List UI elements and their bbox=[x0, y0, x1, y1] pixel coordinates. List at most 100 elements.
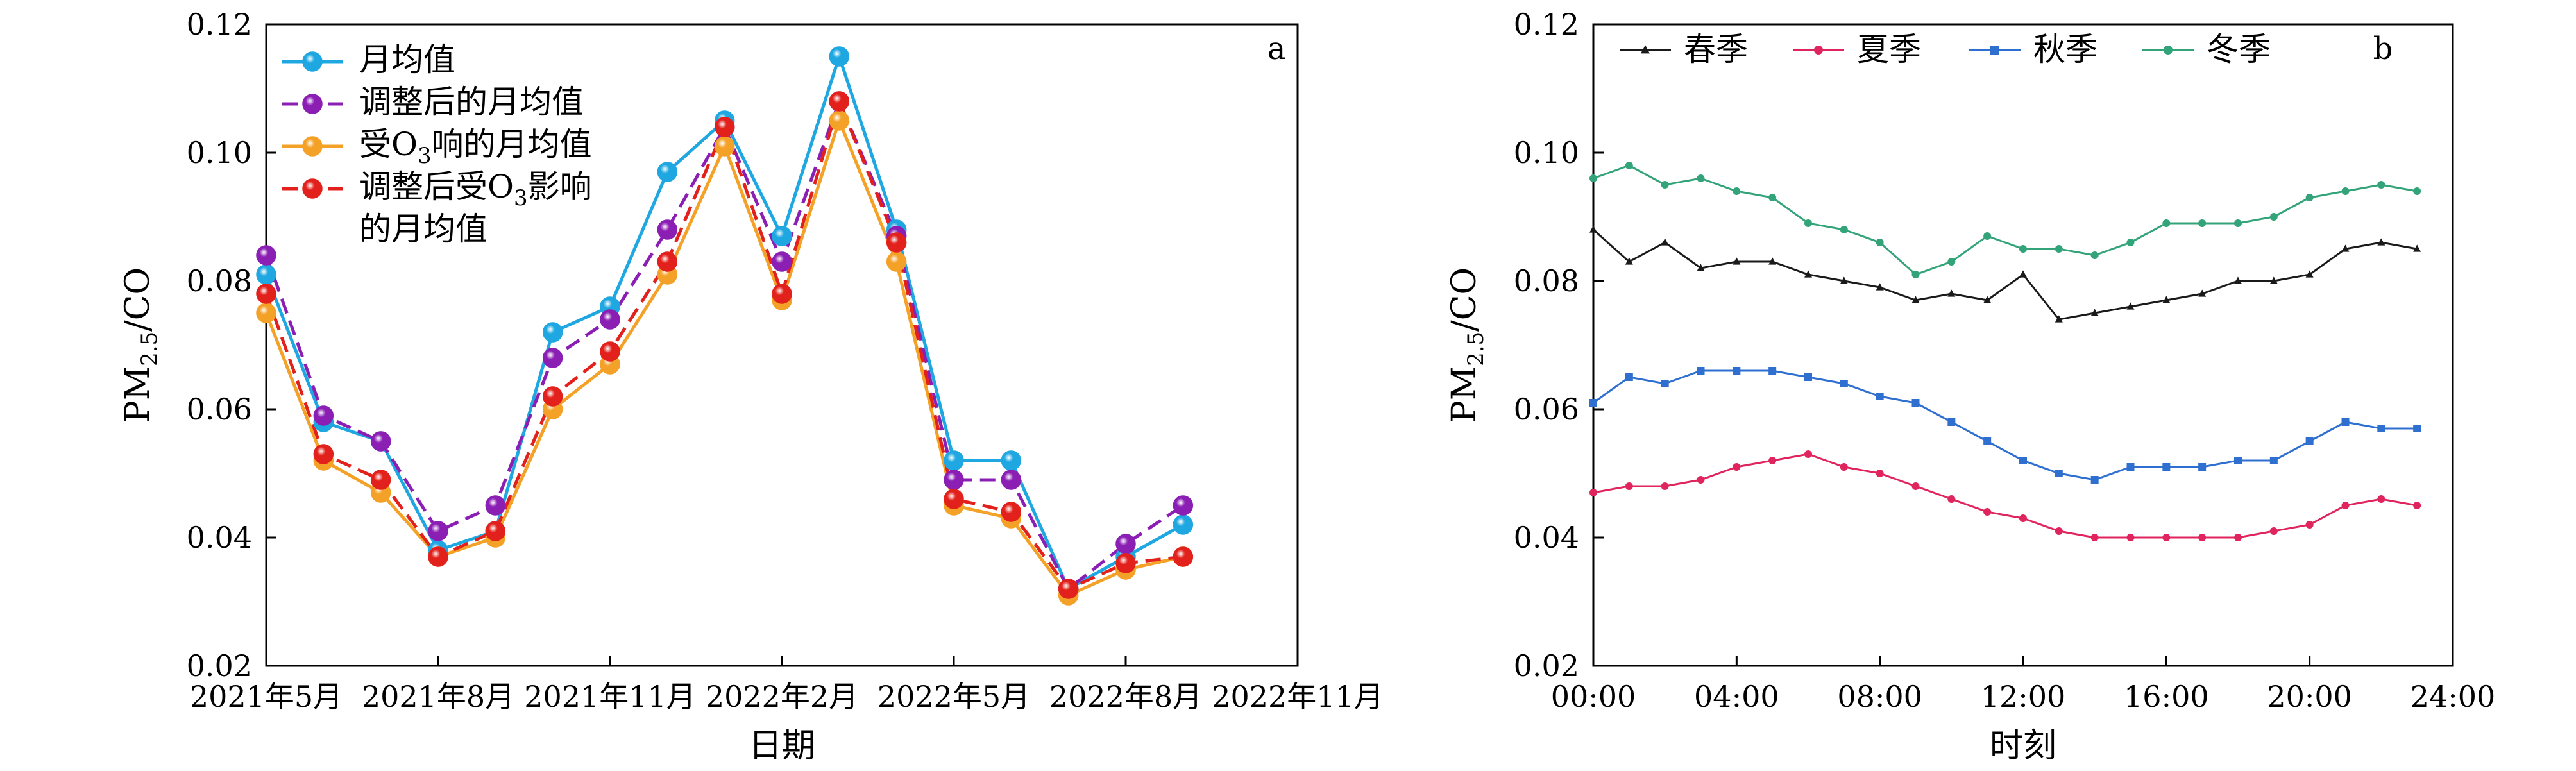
legend-label: 夏季 bbox=[1857, 31, 1921, 68]
data-point bbox=[829, 91, 850, 112]
data-point bbox=[1840, 380, 1848, 387]
data-point bbox=[2234, 219, 2242, 227]
series-line-0 bbox=[1592, 228, 2418, 321]
data-point bbox=[1911, 296, 1920, 303]
data-point bbox=[657, 251, 678, 272]
legend-marker bbox=[302, 178, 323, 199]
data-point bbox=[1697, 264, 1705, 271]
data-point bbox=[1115, 553, 1136, 573]
data-point bbox=[714, 136, 735, 157]
data-point bbox=[2413, 425, 2421, 432]
y-tick-label: 0.06 bbox=[187, 392, 252, 427]
data-point bbox=[2019, 270, 2027, 278]
legend-subscript: 3 bbox=[514, 185, 528, 211]
series-line-2 bbox=[1593, 369, 2418, 481]
panel-b-series bbox=[1589, 162, 2421, 541]
legend-item: 秋季 bbox=[1969, 31, 2097, 68]
data-point bbox=[2198, 289, 2207, 297]
y-tick-label: 0.04 bbox=[1514, 520, 1579, 555]
x-tick-label: 2022年11月 bbox=[1212, 679, 1384, 714]
legend-label: 月均值 bbox=[359, 41, 455, 78]
y-tick-label: 0.08 bbox=[187, 264, 252, 298]
data-point bbox=[2377, 238, 2385, 246]
panel-b-y-axis-title: PM2.5/CO bbox=[1445, 267, 1489, 423]
legend-label: 冬季 bbox=[2207, 31, 2271, 68]
data-point bbox=[1947, 495, 1956, 503]
data-point bbox=[1840, 226, 1848, 233]
data-point bbox=[2377, 181, 2385, 189]
y-tick-label: 0.08 bbox=[1514, 264, 1579, 298]
x-tick-label: 08:00 bbox=[1837, 679, 1922, 714]
x-tick-label: 2022年2月 bbox=[706, 679, 858, 714]
x-tick-label: 2022年5月 bbox=[877, 679, 1030, 714]
x-tick-label: 2021年5月 bbox=[190, 679, 343, 714]
data-point bbox=[2019, 245, 2027, 253]
data-point bbox=[370, 431, 391, 452]
legend-item: 月均值 bbox=[282, 41, 455, 78]
data-point bbox=[2090, 251, 2099, 259]
data-point bbox=[886, 232, 907, 253]
data-point bbox=[2126, 534, 2135, 541]
data-point bbox=[1804, 270, 1812, 278]
data-point bbox=[1697, 174, 1705, 182]
data-point bbox=[2090, 476, 2099, 484]
legend-text-part: 调整后受O bbox=[359, 168, 514, 205]
y-tick-label: 0.12 bbox=[187, 7, 252, 42]
legend-item: 春季 bbox=[1620, 31, 1748, 68]
panel-b-plot-frame bbox=[1592, 23, 2454, 667]
data-point bbox=[2413, 187, 2421, 195]
data-point bbox=[1173, 546, 1194, 567]
data-point bbox=[2305, 437, 2314, 445]
x-tick-label: 24:00 bbox=[2411, 679, 2496, 714]
data-point bbox=[485, 495, 506, 516]
legend-item: 受O3响的月均值 bbox=[282, 126, 592, 169]
data-point bbox=[2341, 418, 2350, 426]
data-point bbox=[2126, 463, 2135, 471]
legend-item: 夏季 bbox=[1793, 31, 1921, 68]
ylabel-tail: /CO bbox=[119, 267, 157, 332]
data-point bbox=[2162, 296, 2171, 303]
y-tick-label: 0.02 bbox=[187, 648, 252, 683]
y-tick-label: 0.02 bbox=[1514, 648, 1579, 683]
data-point bbox=[2413, 502, 2421, 509]
panel-b-label: b bbox=[2373, 31, 2393, 67]
panel-b-hourly-chart: 0.02 0.04 0.06 0.08 0.10 0.12 00:00 04:00 08:00… bbox=[1445, 7, 2495, 765]
data-point bbox=[1840, 463, 1848, 471]
panel-a-series bbox=[256, 46, 1194, 606]
data-point bbox=[772, 284, 792, 304]
legend-label: 受O3响的月均值 bbox=[359, 126, 592, 169]
data-point bbox=[2341, 244, 2350, 252]
data-point bbox=[1001, 450, 1022, 471]
data-point bbox=[1947, 289, 1956, 297]
data-point bbox=[1983, 232, 1992, 240]
legend-label: 的月均值 bbox=[359, 210, 487, 248]
legend-text-part: 的月均值 bbox=[359, 210, 487, 248]
data-point bbox=[2198, 463, 2207, 471]
data-point bbox=[2269, 276, 2278, 284]
ylabel-tail: /CO bbox=[1445, 267, 1484, 332]
data-point bbox=[542, 348, 563, 368]
panel-b-y-axis: 0.02 0.04 0.06 0.08 0.10 0.12 bbox=[1514, 7, 1604, 683]
legend-text-part: 月均值 bbox=[359, 41, 455, 78]
data-point bbox=[1589, 489, 1597, 496]
data-point bbox=[829, 46, 850, 67]
data-point bbox=[1911, 482, 1920, 490]
data-point bbox=[1733, 257, 1741, 265]
data-point bbox=[542, 386, 563, 407]
data-point bbox=[1589, 225, 1597, 233]
legend-marker bbox=[302, 136, 323, 157]
y-tick-label: 0.12 bbox=[1514, 7, 1579, 42]
data-point bbox=[1625, 257, 1633, 265]
data-point bbox=[428, 521, 448, 541]
data-point bbox=[1990, 46, 1999, 55]
data-point bbox=[1804, 450, 1812, 458]
data-point bbox=[1768, 257, 1777, 265]
y-tick-label: 0.04 bbox=[187, 520, 252, 555]
x-tick-label: 2022年8月 bbox=[1049, 679, 1202, 714]
data-point bbox=[2234, 457, 2242, 464]
data-point bbox=[2090, 534, 2099, 541]
data-point bbox=[944, 489, 964, 509]
data-point bbox=[714, 117, 735, 137]
data-point bbox=[2019, 457, 2027, 464]
